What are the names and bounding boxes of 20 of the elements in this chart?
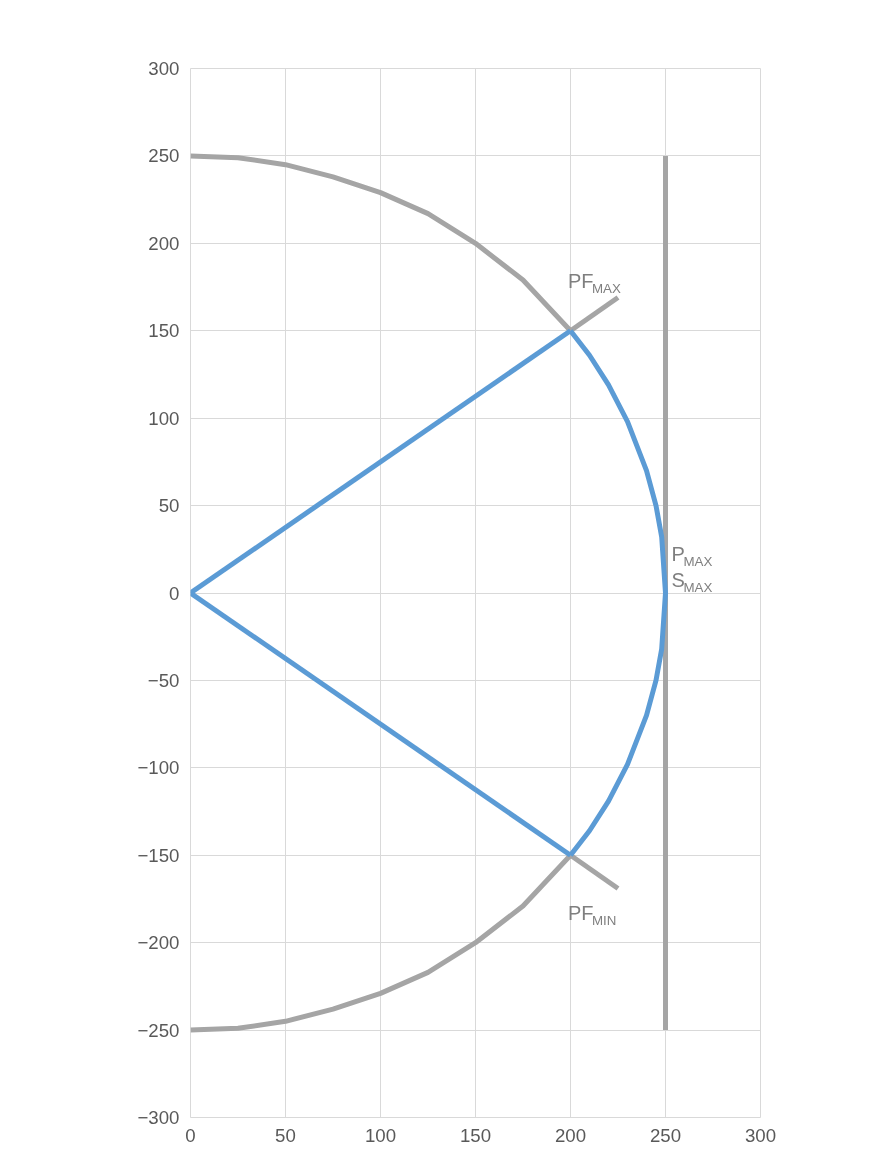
y-tick-label: −100 [137,757,180,779]
x-tick-label: 50 [275,1124,296,1146]
x-tick-label: 100 [364,1124,397,1146]
y-tick-label: 50 [158,495,180,517]
y-tick-label: 250 [148,145,180,167]
y-tick-label: 200 [148,232,180,254]
y-tick-label: −250 [137,1019,180,1041]
y-tick-label: −300 [137,1107,180,1128]
y-tick-label: −150 [137,844,180,866]
x-tick-label: 0 [185,1124,196,1146]
x-tick-label: 200 [554,1124,587,1146]
y-tick-label: 100 [148,407,180,429]
y-tick-label: −50 [147,669,180,691]
x-tick-label: 150 [459,1124,492,1146]
x-tick-label: 300 [744,1124,777,1146]
x-tick-label: 250 [649,1124,682,1146]
y-tick-label: 150 [148,320,180,342]
y-tick-label: 300 [148,58,180,79]
y-tick-label: −200 [137,932,180,954]
y-tick-label: 0 [169,582,180,604]
